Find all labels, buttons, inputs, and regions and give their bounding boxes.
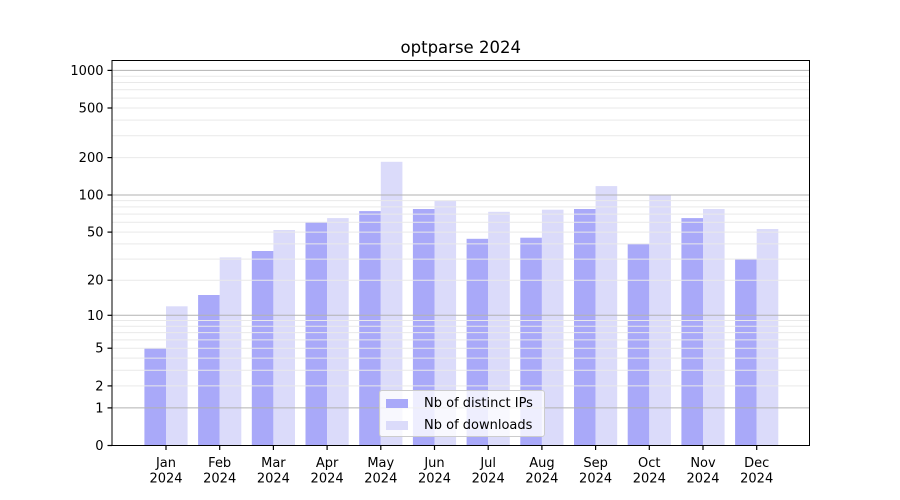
legend-swatch-downloads-icon <box>386 420 408 430</box>
y-tick-label-20: 20 <box>87 274 104 289</box>
x-tick-year-jul: 2024 <box>472 472 505 487</box>
bar-distinct-ips-sep <box>574 209 596 446</box>
chart-title: optparse 2024 <box>401 38 521 57</box>
bar-downloads-mar <box>273 230 295 446</box>
bar-downloads-jul <box>488 211 510 446</box>
y-tick-label-5: 5 <box>95 342 103 357</box>
legend-label-downloads: Nb of downloads <box>424 417 533 433</box>
x-tick-label-feb: Feb <box>208 456 231 471</box>
bar-downloads-jan <box>166 306 188 446</box>
bar-distinct-ips-oct <box>627 243 650 446</box>
bar-distinct-ips-nov <box>681 218 703 446</box>
bar-downloads-dec <box>756 229 779 446</box>
x-tick-label-jun: Jun <box>423 456 444 471</box>
y-tick-label-200: 200 <box>79 151 104 166</box>
x-tick-label-sep: Sep <box>583 456 608 471</box>
x-tick-label-mar: Mar <box>261 456 286 471</box>
x-tick-year-may: 2024 <box>364 472 397 487</box>
y-tick-label-0: 0 <box>95 439 103 454</box>
x-tick-label-jan: Jan <box>155 456 176 471</box>
plot-border <box>111 59 811 447</box>
gridlines-layer <box>112 69 810 409</box>
y-tick-label-50: 50 <box>87 226 104 241</box>
x-tick-label-oct: Oct <box>638 456 660 471</box>
x-tick-year-aug: 2024 <box>525 472 558 487</box>
tick-labels-layer: 01251020501002005001000Jan2024Feb2024Mar… <box>70 64 773 487</box>
legend: Nb of distinct IPs Nb of downloads <box>379 390 545 437</box>
x-tick-year-dec: 2024 <box>740 472 773 487</box>
x-tick-label-nov: Nov <box>690 456 716 471</box>
legend-swatch-distinct-ips-icon <box>386 398 408 408</box>
bar-downloads-may <box>380 161 403 446</box>
y-tick-label-2: 2 <box>95 379 103 394</box>
bar-downloads-apr <box>327 218 349 446</box>
bar-distinct-ips-jan <box>144 348 166 446</box>
x-tick-year-apr: 2024 <box>311 472 344 487</box>
legend-label-distinct-ips: Nb of distinct IPs <box>424 395 533 411</box>
x-tick-label-apr: Apr <box>316 456 339 471</box>
x-tick-year-oct: 2024 <box>633 472 666 487</box>
bar-downloads-feb <box>219 257 242 446</box>
x-tick-label-jul: Jul <box>479 456 496 471</box>
bar-distinct-ips-apr <box>305 222 328 446</box>
legend-entry-downloads: Nb of downloads <box>386 419 544 432</box>
x-tick-year-mar: 2024 <box>257 472 290 487</box>
x-tick-label-dec: Dec <box>744 456 769 471</box>
legend-entry-distinct-ips: Nb of distinct IPs <box>386 397 544 410</box>
y-tick-label-500: 500 <box>79 102 104 117</box>
x-tick-year-jun: 2024 <box>418 472 451 487</box>
y-tick-label-100: 100 <box>79 189 104 204</box>
x-tick-year-feb: 2024 <box>203 472 236 487</box>
bar-downloads-jun <box>434 200 457 446</box>
y-tick-label-1000: 1000 <box>70 64 103 79</box>
x-tick-year-nov: 2024 <box>686 472 719 487</box>
x-tick-year-jan: 2024 <box>149 472 182 487</box>
bar-downloads-nov <box>703 209 725 446</box>
ticks-layer <box>107 69 758 450</box>
bar-downloads-aug <box>541 209 564 446</box>
y-tick-label-1: 1 <box>95 401 103 416</box>
x-tick-label-may: May <box>367 456 394 471</box>
x-tick-year-sep: 2024 <box>579 472 612 487</box>
x-tick-label-aug: Aug <box>529 456 554 471</box>
bar-distinct-ips-dec <box>735 259 757 446</box>
y-tick-label-10: 10 <box>87 309 104 324</box>
bar-distinct-ips-may <box>359 211 381 446</box>
